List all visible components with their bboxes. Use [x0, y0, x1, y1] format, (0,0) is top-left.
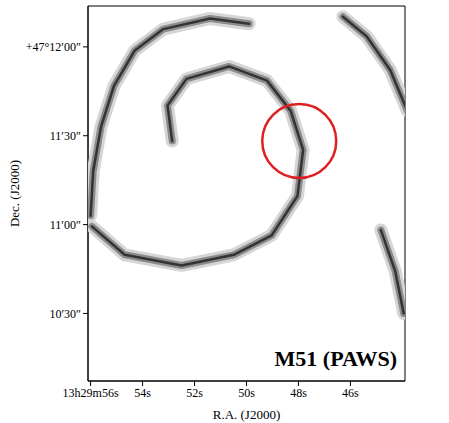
svg-text:54s: 54s	[134, 386, 151, 400]
svg-text:11′00″: 11′00″	[50, 218, 81, 232]
svg-text:Dec. (J2000): Dec. (J2000)	[7, 160, 22, 227]
svg-text:46s: 46s	[342, 386, 359, 400]
svg-text:50s: 50s	[238, 386, 255, 400]
svg-text:52s: 52s	[186, 386, 203, 400]
svg-text:11′30″: 11′30″	[50, 129, 81, 143]
html-text:M51 (PAWS): M51 (PAWS)	[274, 346, 397, 371]
svg-text:+47°12′00″: +47°12′00″	[26, 40, 81, 54]
svg-text:13h29m56s: 13h29m56s	[63, 386, 119, 400]
svg-text:10′30″: 10′30″	[49, 307, 81, 321]
svg-text:48s: 48s	[290, 386, 307, 400]
svg-text:R.A. (J2000): R.A. (J2000)	[213, 407, 281, 422]
